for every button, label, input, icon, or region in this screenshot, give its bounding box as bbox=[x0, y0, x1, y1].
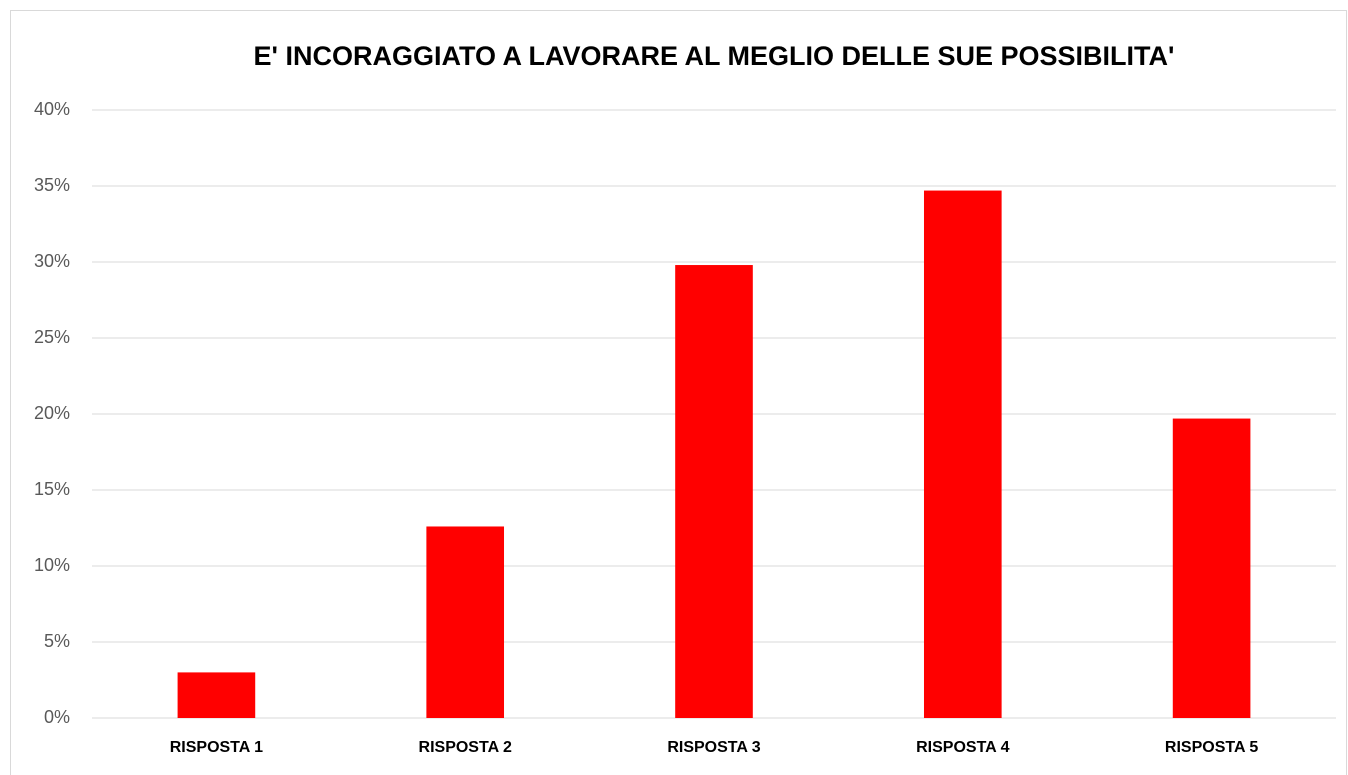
chart-title: E' INCORAGGIATO A LAVORARE AL MEGLIO DEL… bbox=[254, 41, 1175, 71]
bar bbox=[177, 672, 256, 718]
x-tick-label: RISPOSTA 2 bbox=[419, 739, 512, 756]
bar bbox=[923, 190, 1002, 718]
y-tick-label: 30% bbox=[34, 251, 70, 271]
bar bbox=[1172, 418, 1251, 718]
x-tick-label: RISPOSTA 3 bbox=[667, 739, 760, 756]
y-tick-label: 0% bbox=[44, 707, 70, 727]
y-tick-label: 15% bbox=[34, 479, 70, 499]
x-tick-label: RISPOSTA 1 bbox=[170, 739, 263, 756]
bar bbox=[675, 265, 753, 718]
y-tick-label: 10% bbox=[34, 555, 70, 575]
y-tick-label: 5% bbox=[44, 631, 70, 651]
y-tick-label: 35% bbox=[34, 175, 70, 195]
x-tick-label: RISPOSTA 4 bbox=[916, 739, 1009, 756]
y-tick-label: 20% bbox=[34, 403, 70, 423]
x-tick-label: RISPOSTA 5 bbox=[1165, 739, 1258, 756]
bar bbox=[426, 526, 505, 718]
y-tick-label: 40% bbox=[34, 99, 70, 119]
y-tick-label: 25% bbox=[34, 327, 70, 347]
